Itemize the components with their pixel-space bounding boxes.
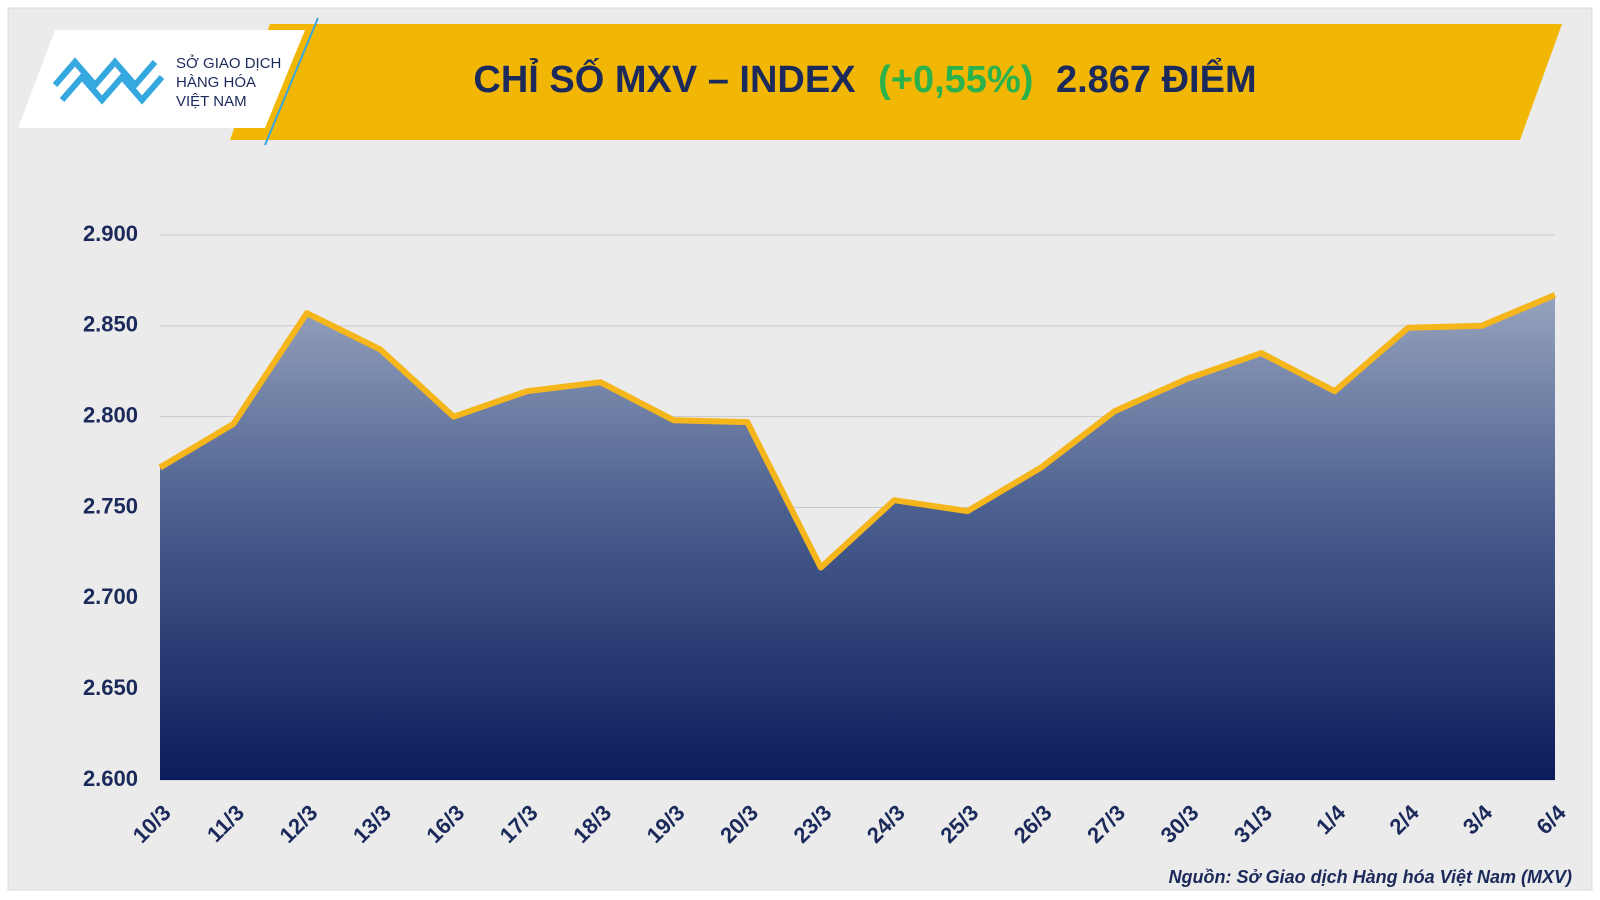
title-part: CHỈ SỐ MXV – INDEX [473, 56, 856, 101]
y-tick-label: 2.750 [83, 493, 138, 518]
title-part: 2.867 ĐIỂM [1056, 56, 1257, 101]
logo-text: HÀNG HÓA [176, 74, 256, 91]
logo-text: SỞ GIAO DỊCH [176, 54, 281, 72]
logo-icon [52, 57, 165, 105]
logo-accent [264, 17, 319, 146]
line [158, 292, 1557, 571]
y-tick-label: 2.650 [83, 675, 138, 700]
title-banner [230, 24, 1562, 140]
y-tick-label: 2.900 [83, 221, 138, 246]
y-tick-label: 2.700 [83, 584, 138, 609]
logo-text: VIỆT NAM [176, 93, 247, 110]
y-tick-label: 2.850 [83, 312, 138, 337]
source-note: Nguồn: Sở Giao dịch Hàng hóa Việt Nam (M… [1169, 867, 1572, 887]
chart-title: CHỈ SỐ MXV – INDEX (+0,55%) 2.867 ĐIỂM [473, 56, 1256, 101]
y-tick-label: 2.600 [83, 766, 138, 791]
y-tick-label: 2.800 [83, 402, 138, 427]
title-part: (+0,55%) [878, 59, 1033, 101]
plot-area [158, 234, 1557, 781]
